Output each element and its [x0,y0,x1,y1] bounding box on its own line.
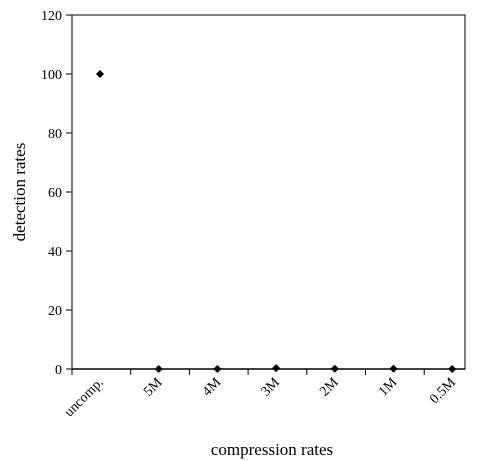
y-tick-label: 100 [41,68,62,83]
x-tick-label: 0.5M [427,375,459,407]
data-point [95,69,105,79]
y-tick-label: 40 [48,245,62,260]
data-point [389,364,398,373]
y-axis-title: detection rates [10,143,29,242]
x-tick-label: 2M [317,375,342,400]
x-axis-title: compression rates [211,440,333,459]
x-tick-label: 4M [200,375,225,400]
x-tick-label: 3M [259,375,284,400]
x-tick-label: uncomp. [62,375,107,420]
data-point [154,364,163,374]
data-series [95,69,457,374]
data-point [448,364,457,374]
y-tick-label: 0 [55,363,62,378]
plot-border [71,14,466,370]
y-tick-label: 80 [48,127,62,142]
x-tick-label: 1M [376,375,401,400]
y-tick-label: 20 [48,304,62,319]
plot-frame [71,14,466,370]
x-tick-label: 5M [141,375,166,400]
x-axis: uncomp. 5M 4M 3M 2M 1M 0.5M [62,369,459,420]
y-axis: 0 20 40 60 80 100 120 [41,9,72,378]
data-point [213,364,222,374]
data-point [272,364,281,373]
y-tick-label: 120 [41,9,62,24]
data-point [330,364,339,373]
y-tick-label: 60 [48,186,62,201]
